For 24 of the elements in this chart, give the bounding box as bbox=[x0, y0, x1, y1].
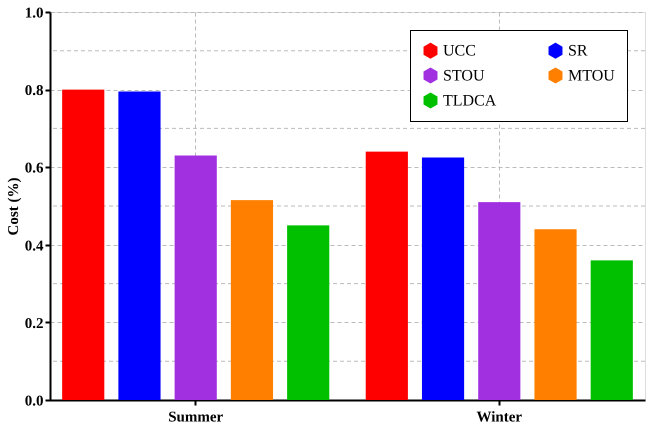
bar bbox=[174, 156, 217, 400]
bar bbox=[62, 90, 104, 400]
legend-label: SR bbox=[568, 42, 588, 60]
bar bbox=[230, 200, 274, 400]
legend-label: TLDCA bbox=[443, 92, 497, 110]
bar bbox=[534, 229, 577, 400]
bar bbox=[422, 158, 464, 400]
y-tick-label: 0.0 bbox=[24, 394, 44, 410]
y-axis-title: Cost (%) bbox=[6, 178, 22, 236]
bar bbox=[478, 202, 520, 400]
y-tick-label: 0.2 bbox=[24, 316, 44, 332]
x-tick-label: Winter bbox=[476, 410, 522, 426]
bar bbox=[118, 92, 161, 400]
legend-label: UCC bbox=[443, 42, 476, 60]
legend-label: STOU bbox=[443, 68, 485, 84]
bar bbox=[590, 260, 633, 400]
y-tick-label: 1.0 bbox=[24, 6, 44, 22]
y-tick-label: 0.8 bbox=[24, 83, 44, 100]
bar bbox=[366, 152, 408, 400]
x-tick-label: Summer bbox=[168, 410, 224, 426]
y-tick-label: 0.4 bbox=[24, 238, 44, 254]
y-tick-label: 0.6 bbox=[24, 160, 44, 177]
legend-label: MTOU bbox=[568, 68, 616, 84]
bar bbox=[287, 225, 330, 400]
